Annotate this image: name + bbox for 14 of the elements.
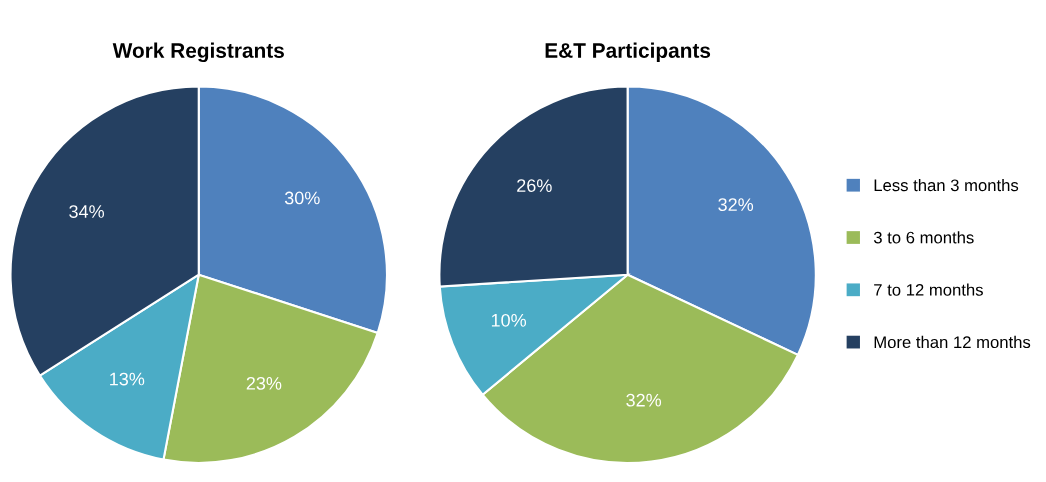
legend-label: Less than 3 months (874, 178, 1019, 192)
data-label: 34% (69, 205, 105, 218)
data-label: 13% (110, 372, 145, 386)
data-label: 32% (718, 198, 754, 212)
data-label: 30% (284, 191, 320, 205)
chart-title: E&T Participants (545, 42, 711, 62)
legend-label: 3 to 6 months (873, 231, 974, 244)
data-label: 23% (246, 376, 282, 390)
legend-label: More than 12 months (874, 335, 1031, 349)
data-label: 10% (491, 313, 527, 327)
legend-label: 7 to 12 months (874, 283, 983, 296)
chart-title: Work Registrants (112, 42, 284, 63)
data-label: 32% (626, 393, 662, 407)
data-label: 26% (517, 179, 552, 192)
